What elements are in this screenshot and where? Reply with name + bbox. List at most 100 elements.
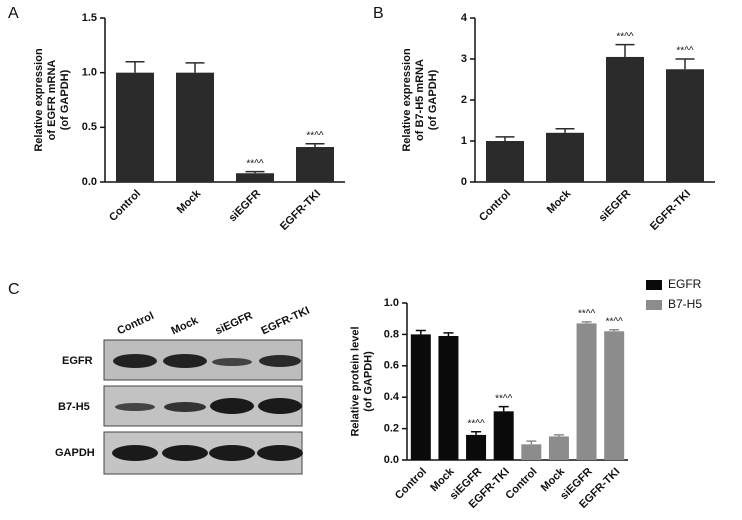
lane-label: Control	[115, 310, 156, 337]
x-tick-label: siEGFR	[597, 188, 634, 225]
band	[210, 398, 254, 414]
y-tick-label: 1	[461, 135, 467, 147]
bar	[176, 72, 214, 182]
error-bar	[609, 328, 620, 332]
y-axis-label: Relative expression	[33, 48, 45, 152]
band	[162, 445, 208, 461]
bar	[438, 335, 459, 460]
annotation: **^^	[606, 316, 623, 327]
y-tick-label: 1.0	[82, 67, 97, 79]
blot-row-label: B7-H5	[58, 401, 90, 413]
lane-label: siEGFR	[213, 310, 254, 338]
error-bar	[675, 58, 695, 70]
bar	[666, 69, 704, 182]
y-tick-label: 0.5	[82, 121, 97, 133]
error-bar	[443, 332, 454, 336]
legend-label: EGFR	[668, 277, 702, 291]
band	[212, 358, 252, 366]
y-axis-label: Relative protein level	[349, 326, 361, 436]
y-tick-label: 1.5	[82, 12, 97, 24]
legend-swatch	[646, 300, 662, 310]
error-bar	[581, 321, 592, 324]
y-tick-label: 0.0	[384, 454, 399, 466]
y-tick-label: 2	[461, 94, 467, 106]
y-axis-label: (of GAPDH)	[59, 69, 71, 130]
error-bar	[526, 440, 537, 445]
y-tick-label: 3	[461, 53, 467, 65]
annotation: **^^	[467, 418, 484, 429]
y-tick-label: 0.2	[384, 423, 399, 435]
error-bar	[125, 60, 145, 73]
band	[112, 445, 158, 461]
error-bar	[245, 170, 265, 174]
annotation: **^^	[306, 130, 323, 141]
y-axis-label: of B7-H5 mRNA	[414, 59, 426, 141]
y-tick-label: 0	[461, 176, 467, 188]
band	[258, 398, 302, 414]
y-tick-label: 0.6	[384, 360, 399, 372]
y-tick-label: 4	[461, 12, 468, 24]
annotation: **^^	[616, 31, 633, 42]
y-tick-label: 0.8	[384, 328, 399, 340]
bar	[604, 331, 625, 460]
error-bar	[495, 136, 515, 141]
panel-label: A	[8, 5, 19, 22]
y-tick-label: 0.0	[82, 176, 97, 188]
bar	[606, 56, 644, 183]
western-blot: EGFR B7-H5 GAPDH Control Mock siEGFR EGF…	[55, 305, 312, 475]
annotation: **^^	[246, 158, 263, 169]
band	[113, 354, 157, 368]
bar	[521, 444, 542, 460]
legend-swatch	[646, 280, 662, 290]
error-bar	[555, 127, 575, 133]
panel-label: C	[8, 281, 20, 298]
bar	[116, 72, 154, 182]
error-bar	[615, 43, 635, 57]
bar	[548, 436, 569, 460]
bar	[410, 334, 431, 460]
band	[115, 403, 155, 411]
blot-row-label: EGFR	[62, 355, 93, 367]
x-tick-label: Mock	[545, 187, 574, 216]
band	[209, 445, 255, 461]
y-tick-label: 0.4	[384, 391, 400, 403]
annotation: **^^	[495, 393, 512, 404]
y-tick-label: 1.0	[384, 297, 399, 309]
panel-label: B	[373, 5, 384, 22]
legend-label: B7-H5	[668, 297, 702, 311]
error-bar	[185, 62, 205, 73]
x-tick-label: siEGFR	[227, 188, 264, 225]
x-tick-label: EGFR-TKI	[278, 188, 323, 233]
x-tick-label: Control	[393, 466, 429, 502]
y-axis-label: (of GAPDH)	[427, 69, 439, 130]
error-bar	[498, 405, 509, 412]
x-tick-label: Control	[477, 188, 513, 224]
lane-label: EGFR-TKI	[259, 305, 311, 338]
lane-label: Mock	[169, 314, 200, 337]
bar	[486, 141, 524, 182]
band	[259, 355, 301, 367]
y-axis-label: of EGFR mRNA	[46, 60, 58, 141]
bar	[546, 132, 584, 182]
bar	[296, 147, 334, 182]
x-tick-label: Mock	[175, 187, 204, 216]
bar	[236, 173, 274, 182]
x-tick-label: EGFR-TKI	[648, 188, 693, 233]
error-bar	[305, 142, 325, 148]
bar	[466, 434, 487, 460]
band	[164, 402, 206, 412]
error-bar	[553, 434, 564, 437]
y-axis-label: Relative expression	[401, 48, 413, 152]
band	[257, 445, 303, 461]
x-tick-label: Control	[107, 188, 143, 224]
error-bar	[415, 329, 426, 335]
annotation: **^^	[676, 46, 693, 57]
bar	[576, 323, 597, 460]
y-axis-label: (of GAPDH)	[362, 351, 374, 412]
blot-row-label: GAPDH	[55, 447, 95, 459]
error-bar	[471, 430, 482, 435]
band	[163, 354, 207, 368]
annotation: **^^	[578, 308, 595, 319]
bar	[493, 411, 514, 460]
